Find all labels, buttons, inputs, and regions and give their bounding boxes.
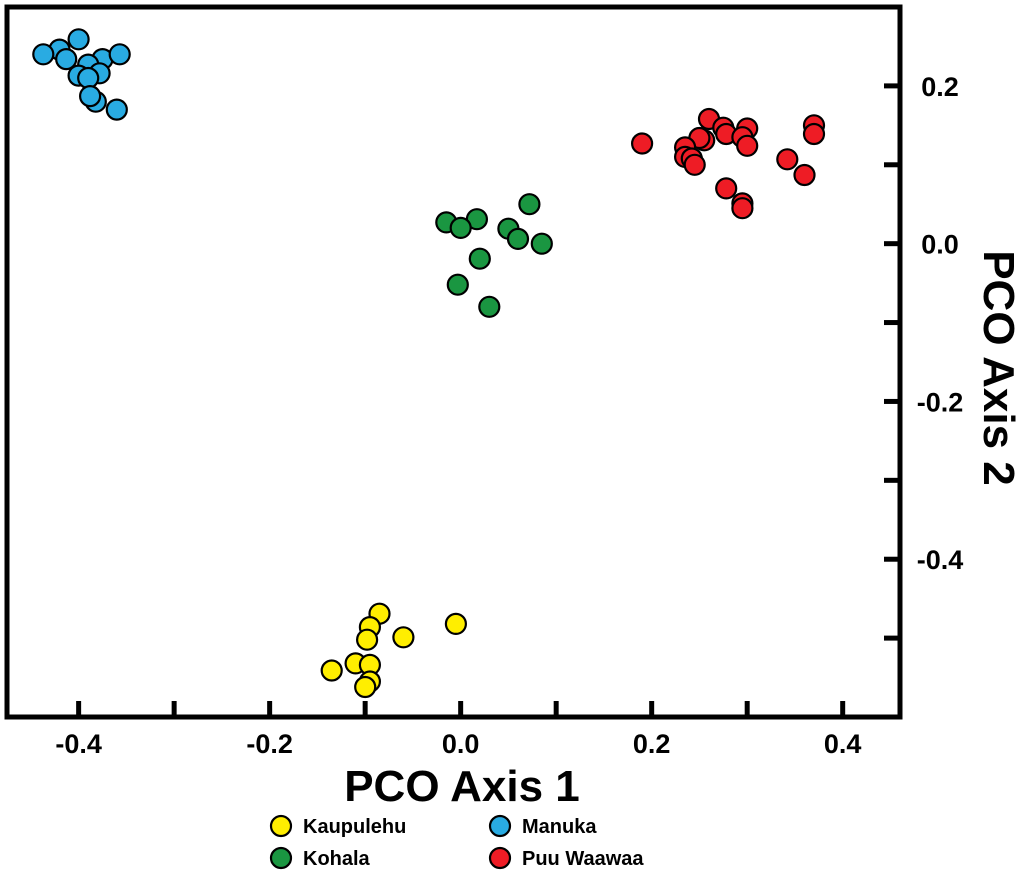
y-tick-label: 0.2 [921,72,959,102]
point-kaupulehu-3 [392,626,415,649]
x-tick-label: -0.4 [55,729,102,759]
point-kohala-10 [478,295,501,318]
point-puu-waawaa-1 [630,132,654,155]
y-axis-ticks: 0.2 0.0 -0.2 -0.4 [884,72,964,641]
y-tick-label: 0.0 [921,230,959,260]
x-axis-ticks: -0.4 -0.2 0.0 0.2 0.4 [55,701,861,759]
y-tick-label: -0.2 [917,387,964,417]
y-axis-title: PCO Axis 2 [974,250,1023,486]
legend-item-puu-waawaa[interactable]: Puu Waawaa [488,846,644,870]
point-puu-waawaa-15 [683,153,706,176]
point-puu-waawaa-16 [776,148,799,171]
point-kohala-9 [446,273,469,296]
points-layer [32,28,826,699]
point-puu-waawaa-6 [802,122,826,146]
point-puu-waawaa-17 [793,163,816,187]
legend: Kaupulehu Kohala Manuka Puu Waawaa [269,814,644,870]
plot-frame [4,4,903,720]
point-puu-waawaa-20 [731,197,754,220]
legend-label-kaupulehu: Kaupulehu [303,816,406,838]
legend-marker-puu-waawaa [488,846,512,870]
point-kaupulehu-8 [320,659,343,682]
legend-item-kohala[interactable]: Kohala [269,846,371,870]
legend-marker-manuka [488,814,512,838]
y-tick-label: -0.4 [917,545,964,575]
legend-label-kohala: Kohala [303,848,371,870]
point-manuka-1 [67,28,90,51]
point-kaupulehu-4 [356,628,379,651]
point-kaupulehu-10 [354,675,377,699]
point-puu-waawaa-18 [715,177,738,200]
point-manuka-3 [32,43,55,66]
legend-label-manuka: Manuka [522,816,597,838]
point-kaupulehu-5 [444,612,467,636]
legend-label-puu-waawaa: Puu Waawaa [522,848,644,870]
x-tick-label: -0.2 [246,729,293,759]
point-manuka-12 [78,84,102,108]
legend-item-kaupulehu[interactable]: Kaupulehu [269,814,406,838]
point-kohala-7 [530,232,553,255]
point-kohala-5 [518,193,541,216]
x-tick-label: 0.4 [824,729,862,759]
point-kohala-3 [449,216,472,239]
legend-marker-kaupulehu [269,814,293,838]
point-kohala-6 [506,227,530,250]
point-puu-waawaa-12 [736,134,759,157]
point-manuka-4 [55,47,78,71]
legend-item-manuka[interactable]: Manuka [488,814,597,838]
x-axis-title: PCO Axis 1 [344,762,580,811]
legend-marker-kohala [269,846,293,870]
point-manuka-6 [108,43,131,66]
point-manuka-13 [105,98,128,121]
point-kohala-8 [468,247,491,270]
x-tick-label: 0.0 [442,729,480,759]
point-manuka-10 [77,66,100,90]
x-tick-label: 0.2 [633,729,671,759]
